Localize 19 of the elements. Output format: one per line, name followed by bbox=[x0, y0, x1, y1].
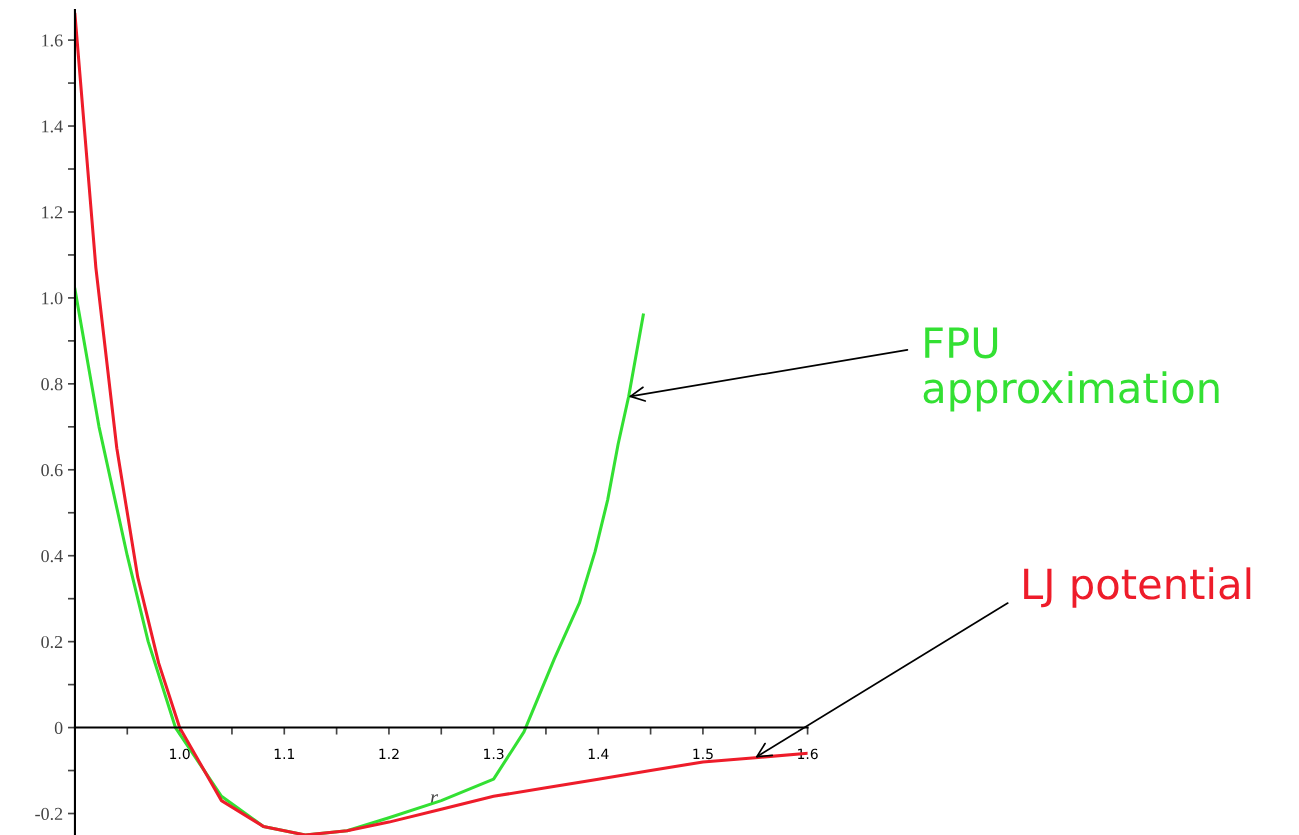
text: LJ potential bbox=[1024, 567, 1251, 608]
x-tick-label: 1.3 bbox=[484, 748, 504, 760]
x-tick-label: 1.0 bbox=[170, 748, 190, 760]
y-tick-label: 1.2 bbox=[42, 206, 63, 219]
y-tick-label: 0.8 bbox=[41, 378, 63, 391]
y-tick-label: 0.6 bbox=[41, 464, 63, 477]
text: FPU approximation bbox=[923, 327, 1219, 412]
y-tick-label: 1.6 bbox=[42, 34, 63, 47]
y-tick-label: -0.2 bbox=[35, 807, 63, 821]
y-tick-label: 0.2 bbox=[41, 635, 63, 649]
y-tick-label: 1.4 bbox=[42, 120, 63, 133]
x-tick-label: 1.4 bbox=[588, 748, 609, 759]
x-tick-label: 1.1 bbox=[274, 748, 295, 759]
y-tick-label: 1.0 bbox=[42, 292, 63, 305]
x-tick-label: 1.5 bbox=[693, 748, 713, 760]
x-tick-label: 1.2 bbox=[379, 748, 399, 759]
y-tick-label: 0 bbox=[54, 721, 63, 735]
x-tick-label: 1.6 bbox=[798, 748, 818, 760]
y-tick-label: 0.4 bbox=[41, 549, 63, 563]
